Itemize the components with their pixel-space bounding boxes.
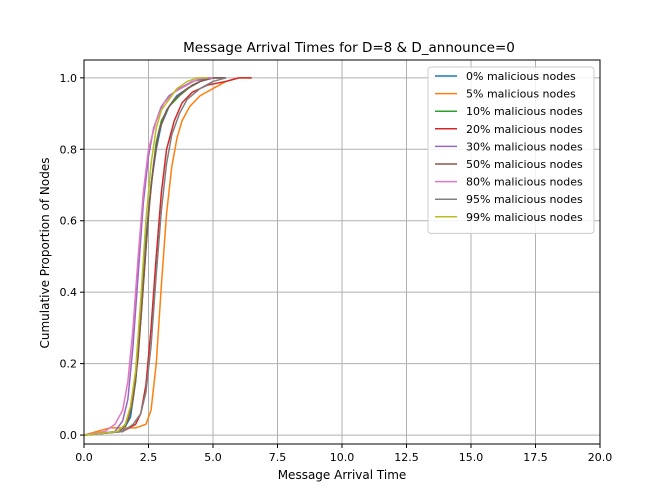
- chart-title: Message Arrival Times for D=8 & D_announ…: [183, 40, 515, 56]
- x-tick-label: 15.0: [459, 451, 484, 464]
- y-tick-label: 0.2: [60, 358, 78, 371]
- legend-label: 30% malicious nodes: [466, 140, 583, 153]
- series-line-5: [83, 77, 226, 436]
- x-tick-label: 12.5: [394, 451, 419, 464]
- series-lines: [83, 77, 252, 436]
- legend-label: 5% malicious nodes: [466, 88, 576, 101]
- x-tick-label: 7.5: [269, 451, 287, 464]
- legend-label: 99% malicious nodes: [466, 211, 583, 224]
- series-line-6: [83, 77, 213, 436]
- y-tick-label: 0.6: [60, 215, 78, 228]
- y-tick-label: 0.4: [60, 286, 78, 299]
- legend-label: 95% malicious nodes: [466, 193, 583, 206]
- legend-box: [427, 66, 595, 234]
- x-axis-label: Message Arrival Time: [278, 468, 407, 482]
- legend-label: 0% malicious nodes: [466, 70, 576, 83]
- x-tick-label: 20.0: [588, 451, 613, 464]
- x-tick-label: 5.0: [204, 451, 222, 464]
- y-tick-label: 1.0: [60, 72, 78, 85]
- legend-label: 10% malicious nodes: [466, 105, 583, 118]
- legend-label: 50% malicious nodes: [466, 158, 583, 171]
- x-tick-label: 17.5: [523, 451, 548, 464]
- axes: 0.0 2.5 5.0 7.5 10.0 12.5 15.0 17.5 20.0 0.0 0.2 0.…: [60, 72, 613, 464]
- legend: 0% malicious nodes 5% malicious nodes 10% …: [427, 66, 595, 234]
- legend-label: 80% malicious nodes: [466, 176, 583, 189]
- x-tick-label: 2.5: [140, 451, 158, 464]
- y-tick-label: 0.8: [60, 143, 78, 156]
- series-line-7: [83, 77, 227, 436]
- x-tick-label: 10.0: [330, 451, 355, 464]
- y-tick-label: 0.0: [60, 429, 78, 442]
- series-line-8: [83, 77, 208, 436]
- legend-label: 20% malicious nodes: [466, 123, 583, 136]
- y-axis-label: Cumulative Proportion of Nodes: [38, 158, 52, 349]
- x-tick-label: 0.0: [75, 451, 93, 464]
- series-line-3: [83, 77, 252, 436]
